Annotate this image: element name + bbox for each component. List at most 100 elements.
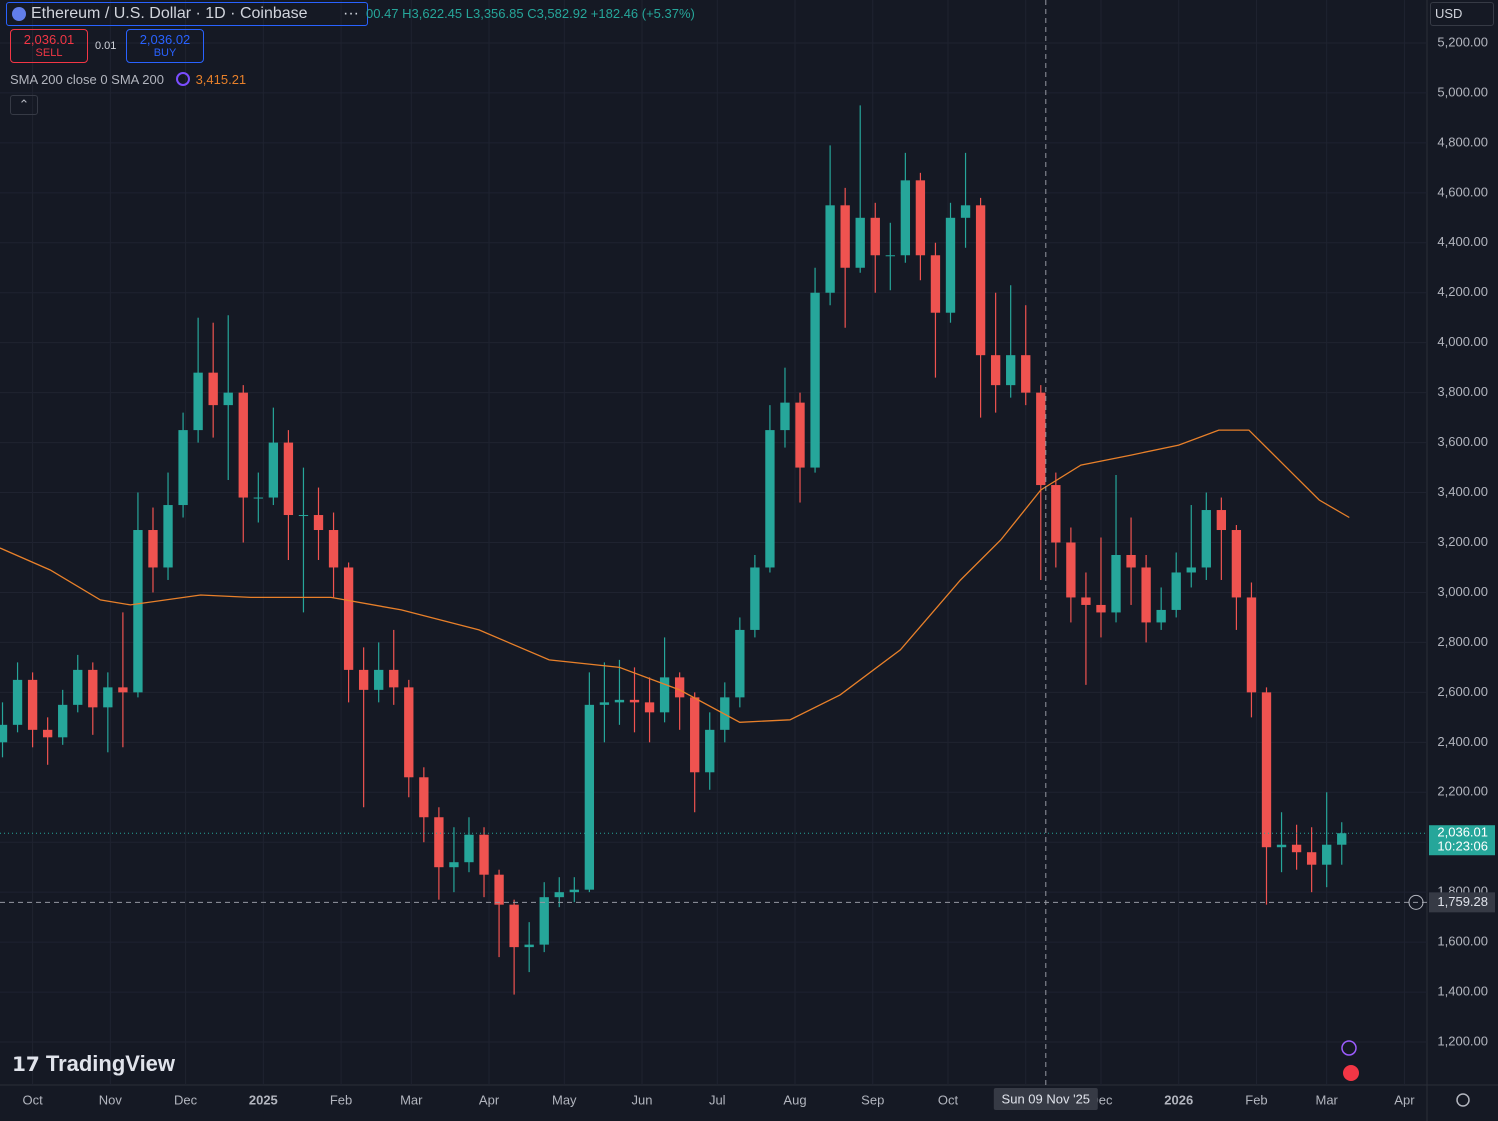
candle-body: [1261, 692, 1272, 848]
candle-body: [313, 515, 324, 531]
candle-body: [1171, 572, 1181, 610]
candle-body: [810, 292, 820, 468]
candle-body: [915, 180, 926, 256]
candle-body: [885, 255, 895, 257]
symbol-title[interactable]: Ethereum / U.S. Dollar · 1D · Coinbase ·…: [6, 2, 368, 26]
spread: 0.01: [95, 40, 117, 52]
candle-body: [253, 497, 263, 499]
y-tick-label: 4,600.00: [1437, 184, 1488, 199]
candle-body: [644, 702, 655, 713]
sell-button[interactable]: 2,036.01 SELL: [10, 29, 88, 63]
candle-body: [1186, 567, 1196, 573]
candle-body: [1156, 609, 1166, 623]
candle-body: [464, 834, 474, 863]
buy-price: 2,036.02: [139, 32, 191, 47]
x-tick-label: Jun: [632, 1092, 653, 1107]
countdown-label: 10:23:06: [1437, 839, 1488, 854]
candle-body: [358, 669, 369, 690]
y-tick-label: 2,600.00: [1437, 684, 1488, 699]
y-tick-label: 3,400.00: [1437, 484, 1488, 499]
candle-body: [780, 402, 790, 431]
x-tick-label: Aug: [783, 1092, 806, 1107]
y-tick-label: 2,200.00: [1437, 784, 1488, 799]
candle-body: [1231, 530, 1242, 598]
x-tick-label: Apr: [479, 1092, 500, 1107]
candle-body: [1066, 542, 1076, 598]
candle-body: [900, 180, 911, 256]
candle-body: [27, 679, 38, 730]
y-tick-label: 4,200.00: [1437, 284, 1488, 299]
candle-body: [103, 687, 113, 708]
candle-body: [193, 372, 203, 431]
candle-body: [283, 442, 294, 516]
candle-body: [328, 530, 339, 568]
candle-body: [629, 699, 640, 703]
candle-body: [539, 897, 549, 945]
x-tick-label: Oct: [938, 1092, 959, 1107]
candle-body: [1096, 604, 1106, 613]
candle-body: [434, 817, 444, 868]
y-tick-label: 1,200.00: [1437, 1033, 1488, 1048]
crosshair-date-box: [993, 1088, 1098, 1110]
last-price-box: [1429, 825, 1495, 856]
candle-body: [1246, 597, 1257, 693]
candle-body: [840, 205, 850, 268]
candle-body: [419, 777, 429, 818]
candle-body: [659, 677, 670, 713]
candle-body: [42, 729, 53, 738]
x-tick-label: Apr: [1394, 1092, 1415, 1107]
y-tick-label: 2,800.00: [1437, 634, 1488, 649]
buy-label: BUY: [153, 47, 177, 59]
candle-body: [73, 669, 83, 705]
more-icon: ···: [343, 5, 359, 22]
candle-body: [1291, 844, 1302, 853]
y-tick-label: 3,000.00: [1437, 584, 1488, 599]
y-tick-label: 3,800.00: [1437, 384, 1488, 399]
logo[interactable]: 𝟭𝟳 TradingView: [12, 1051, 175, 1077]
candle-body: [479, 834, 489, 875]
indicator-name: SMA 200 close 0 SMA 200: [10, 72, 164, 87]
candle-body: [705, 729, 715, 773]
candle-body: [404, 687, 414, 778]
candle-body: [750, 567, 760, 630]
y-tick-label: 1,400.00: [1437, 984, 1488, 999]
x-tick-label: Nov: [99, 1092, 123, 1107]
candle-body: [599, 702, 610, 705]
candle-body: [870, 217, 880, 256]
x-tick-label: Feb: [330, 1092, 352, 1107]
candle-body: [975, 205, 986, 356]
candle-body: [1276, 844, 1287, 848]
y-tick-label: 2,400.00: [1437, 734, 1488, 749]
candle-body: [795, 402, 805, 468]
crosshair-price-label: 1,759.28: [1437, 894, 1488, 909]
crosshair-date-label: Sun 09 Nov '25: [1002, 1091, 1091, 1106]
candle-body: [1322, 844, 1332, 865]
candle-body: [223, 392, 233, 406]
candle-body: [945, 217, 956, 313]
x-tick-label: Mar: [1315, 1092, 1338, 1107]
candle-body: [1051, 485, 1061, 543]
candle-body: [208, 372, 218, 406]
candle-body: [1216, 510, 1227, 531]
x-tick-label: Dec: [174, 1092, 198, 1107]
x-tick-label: Jul: [709, 1092, 726, 1107]
candle-body: [449, 862, 459, 868]
last-price-label: 2,036.01: [1437, 825, 1488, 840]
collapse-button[interactable]: ⌃: [10, 95, 38, 115]
x-tick-label: Sep: [861, 1092, 884, 1107]
candle-body: [1111, 554, 1121, 613]
x-tick-label: 2025: [249, 1092, 278, 1107]
candle-body: [118, 687, 128, 693]
candle-body: [343, 567, 354, 670]
logo-mark: 𝟭𝟳: [12, 1054, 40, 1076]
indicator-legend[interactable]: SMA 200 close 0 SMA 200 3,415.21: [10, 72, 246, 87]
candle-body: [268, 442, 279, 498]
buy-button[interactable]: 2,036.02 BUY: [126, 29, 204, 63]
candle-body: [674, 677, 685, 698]
candle-body: [133, 530, 143, 693]
currency-select[interactable]: USD: [1430, 2, 1494, 26]
candle-body: [0, 724, 8, 743]
candle-body: [1141, 567, 1151, 623]
candle-body: [1006, 355, 1016, 386]
x-tick-label: Mar: [400, 1092, 423, 1107]
